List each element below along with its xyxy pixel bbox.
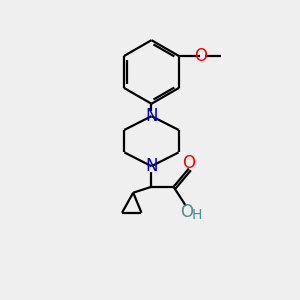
Text: N: N xyxy=(145,157,158,175)
Text: H: H xyxy=(191,208,202,222)
Text: O: O xyxy=(180,202,193,220)
Text: N: N xyxy=(145,107,158,125)
Text: O: O xyxy=(182,154,195,172)
Text: O: O xyxy=(195,47,208,65)
